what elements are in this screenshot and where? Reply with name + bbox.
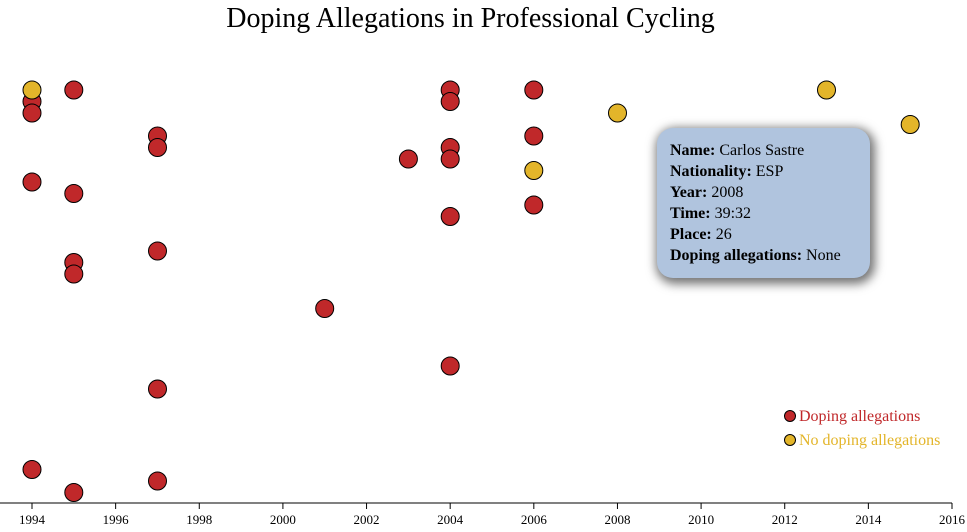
tooltip: Name: Carlos Sastre Nationality: ESP Yea… <box>657 128 870 278</box>
data-point[interactable] <box>524 80 544 100</box>
data-point[interactable] <box>524 195 544 215</box>
legend: Doping allegations No doping allegations <box>784 408 940 449</box>
x-tick-label: 2004 <box>437 512 464 527</box>
x-tick-label: 2010 <box>688 512 714 527</box>
data-point[interactable] <box>148 241 167 261</box>
data-point[interactable] <box>22 172 42 192</box>
data-point[interactable] <box>64 80 84 100</box>
x-tick-label: 2000 <box>270 512 296 527</box>
data-point[interactable] <box>148 138 167 157</box>
data-point[interactable] <box>608 103 627 123</box>
data-point[interactable] <box>148 471 167 491</box>
data-point[interactable] <box>817 80 836 100</box>
x-tick-label: 1998 <box>186 512 212 527</box>
chart-title: Doping Allegations in Professional Cycli… <box>226 3 715 34</box>
data-point[interactable] <box>315 299 335 318</box>
x-tick-label: 2012 <box>772 512 798 527</box>
data-point[interactable] <box>440 356 460 376</box>
x-tick-label: 1996 <box>103 512 130 527</box>
tooltip-place-label: Place: <box>670 226 712 243</box>
tooltip-allegations-label: Doping allegations: <box>670 247 803 264</box>
data-point[interactable] <box>64 184 84 203</box>
legend-label: No doping allegations <box>799 432 940 449</box>
x-axis: 1994 1996 1998 2000 2002 2004 2006 2008 2010 2012… <box>0 502 966 527</box>
data-point[interactable] <box>524 161 544 180</box>
tooltip-place-value: 26 <box>715 226 732 243</box>
tooltip-time-label: Time: <box>670 205 711 222</box>
x-tick-label: 2002 <box>354 512 380 527</box>
data-point[interactable] <box>22 80 42 100</box>
legend-swatch <box>784 434 796 446</box>
tooltip-name-label: Name: <box>670 142 716 159</box>
tooltip-place-row: Place: 26 <box>670 224 857 245</box>
legend-label: Doping allegations <box>799 408 920 425</box>
tooltip-time-value: 39:32 <box>714 205 752 222</box>
data-point[interactable] <box>148 379 167 399</box>
tooltip-year-label: Year: <box>670 184 708 201</box>
tooltip-allegations-value: None <box>806 247 841 264</box>
data-point[interactable] <box>64 483 84 502</box>
data-points <box>22 80 920 502</box>
tooltip-nationality-row: Nationality: ESP <box>670 161 857 182</box>
x-tick-label: 2016 <box>939 512 966 527</box>
x-tick-label: 2008 <box>604 512 630 527</box>
data-point[interactable] <box>398 149 418 169</box>
data-point[interactable] <box>22 460 42 479</box>
tooltip-nationality-label: Nationality: <box>670 163 752 180</box>
x-tick-label: 1994 <box>19 512 46 527</box>
x-tick-label: 2014 <box>855 512 882 527</box>
tooltip-allegations-row: Doping allegations: None <box>670 245 857 266</box>
tooltip-name-value: Carlos Sastre <box>719 142 805 159</box>
data-point[interactable] <box>22 103 42 123</box>
data-point[interactable] <box>64 264 84 284</box>
legend-swatch <box>784 410 796 422</box>
x-tick-label: 2006 <box>521 512 548 527</box>
tooltip-nationality-value: ESP <box>755 163 784 180</box>
data-point[interactable] <box>440 207 460 226</box>
tooltip-time-row: Time: 39:32 <box>670 203 857 224</box>
data-point[interactable] <box>900 115 920 134</box>
data-point[interactable] <box>440 92 460 111</box>
tooltip-name-row: Name: Carlos Sastre <box>670 140 857 161</box>
data-point[interactable] <box>524 126 544 146</box>
tooltip-year-row: Year: 2008 <box>670 182 857 203</box>
data-point[interactable] <box>440 149 460 169</box>
tooltip-year-value: 2008 <box>711 184 744 201</box>
